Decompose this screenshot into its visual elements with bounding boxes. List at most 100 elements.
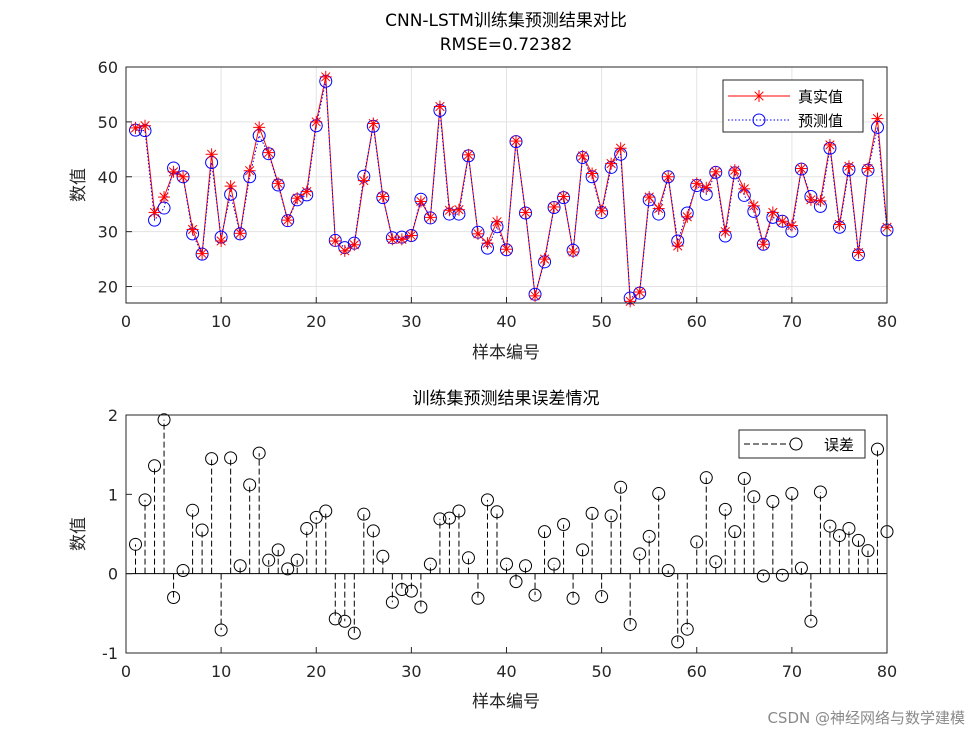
- true-point: [262, 146, 275, 159]
- error-point: [252, 446, 266, 460]
- error-point: [547, 557, 561, 571]
- true-point: [662, 170, 675, 183]
- true-point: [804, 193, 817, 206]
- legend-error-label: 误差: [824, 436, 854, 454]
- top-x-tick-label: 80: [877, 312, 897, 331]
- true-point: [300, 185, 313, 198]
- error-point: [585, 506, 599, 520]
- error-point: [224, 451, 238, 465]
- true-point: [443, 204, 456, 217]
- error-point: [623, 617, 637, 631]
- error-point: [157, 413, 171, 427]
- error-point: [423, 557, 437, 571]
- true-point: [823, 138, 836, 151]
- error-point: [461, 551, 475, 565]
- error-point: [385, 595, 399, 609]
- top-y-tick-label: 50: [98, 113, 118, 132]
- error-point: [690, 535, 704, 549]
- top-legend[interactable]: 真实值 预测值: [722, 79, 864, 133]
- true-point: [861, 162, 874, 175]
- true-point: [548, 200, 561, 213]
- true-point: [395, 233, 408, 246]
- error-point: [509, 575, 523, 589]
- error-point: [747, 490, 761, 504]
- error-point: [138, 493, 152, 507]
- true-point: [709, 165, 722, 178]
- true-point: [500, 243, 513, 256]
- true-point: [490, 215, 503, 228]
- error-point: [766, 494, 780, 508]
- top-x-tick-label: 30: [401, 312, 421, 331]
- error-point: [290, 553, 304, 567]
- error-point: [233, 559, 247, 573]
- error-point: [614, 480, 628, 494]
- bottom-legend[interactable]: 误差: [738, 429, 866, 459]
- error-point: [785, 487, 799, 501]
- true-point: [586, 167, 599, 180]
- legend-error-marker: [789, 437, 803, 451]
- error-point: [861, 544, 875, 558]
- error-point: [471, 591, 485, 605]
- top-legend-box: [722, 79, 864, 133]
- true-point: [690, 177, 703, 190]
- bottom-chart-title: 训练集预测结果误差情况: [413, 389, 600, 409]
- top-x-tick-label: 20: [306, 312, 326, 331]
- error-point: [195, 523, 209, 537]
- true-point: [405, 229, 418, 242]
- true-point: [624, 295, 637, 308]
- error-point: [519, 559, 533, 573]
- true-point: [348, 238, 361, 251]
- error-point: [595, 590, 609, 604]
- error-point: [262, 553, 276, 567]
- error-point: [604, 509, 618, 523]
- true-point: [757, 238, 770, 251]
- true-point: [357, 174, 370, 187]
- error-point: [366, 524, 380, 538]
- true-point: [814, 194, 827, 207]
- error-point: [490, 505, 504, 519]
- error-point: [214, 623, 228, 637]
- true-point: [215, 234, 228, 247]
- error-point: [328, 612, 342, 626]
- error-point: [709, 555, 723, 569]
- true-point: [643, 191, 656, 204]
- legend-true-star: [753, 90, 765, 102]
- top-y-tick-label: 20: [98, 278, 118, 297]
- true-point: [253, 121, 266, 134]
- true-point: [291, 192, 304, 205]
- true-point: [719, 225, 732, 238]
- error-point: [347, 626, 361, 640]
- true-point: [728, 164, 741, 177]
- true-point: [595, 204, 608, 217]
- error-point: [661, 563, 675, 577]
- error-point: [186, 503, 200, 517]
- true-point: [529, 289, 542, 302]
- error-point: [205, 452, 219, 466]
- error-point: [823, 519, 837, 533]
- true-point: [196, 247, 209, 260]
- error-point: [718, 502, 732, 516]
- true-point: [766, 206, 779, 219]
- true-point: [205, 148, 218, 161]
- bottom-x-axis-label: 样本编号: [472, 692, 540, 712]
- true-point: [842, 160, 855, 173]
- true-point: [795, 162, 808, 175]
- error-point: [652, 487, 666, 501]
- true-point: [852, 246, 865, 259]
- bottom-y-tick-label: 1: [108, 485, 118, 504]
- bottom-x-tick-label: 10: [211, 662, 231, 681]
- true-point: [576, 149, 589, 162]
- legend-pred-label: 预测值: [798, 112, 843, 130]
- true-point: [538, 253, 551, 266]
- error-point: [870, 442, 884, 456]
- true-point: [329, 234, 342, 247]
- top-y-tick-label: 60: [98, 58, 118, 77]
- error-point: [699, 471, 713, 485]
- error-point: [433, 512, 447, 526]
- error-point: [442, 511, 456, 525]
- true-point: [272, 177, 285, 190]
- true-point: [671, 239, 684, 252]
